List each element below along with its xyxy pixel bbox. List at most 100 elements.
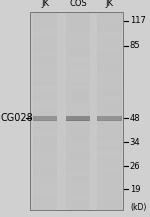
Bar <box>97 126 122 131</box>
Bar <box>66 17 90 22</box>
Bar <box>33 166 57 171</box>
Bar <box>97 67 122 72</box>
Bar <box>33 136 57 141</box>
Bar <box>97 81 122 86</box>
Bar <box>66 106 90 111</box>
Bar <box>97 47 122 52</box>
Bar <box>33 32 57 37</box>
Bar <box>66 156 90 161</box>
Bar <box>97 121 122 126</box>
Bar <box>66 171 90 176</box>
Bar <box>97 156 122 161</box>
Bar <box>33 106 57 111</box>
Bar <box>33 12 57 210</box>
Bar <box>33 116 57 120</box>
Bar <box>97 151 122 156</box>
Bar <box>97 191 122 196</box>
Bar <box>66 62 90 67</box>
Bar <box>97 91 122 96</box>
Bar <box>33 186 57 191</box>
Bar <box>97 12 122 17</box>
Bar <box>33 96 57 101</box>
Bar <box>66 121 90 126</box>
Bar <box>33 37 57 42</box>
Bar <box>33 81 57 86</box>
Bar <box>33 91 57 96</box>
Bar <box>66 42 90 47</box>
Bar <box>97 106 122 111</box>
Bar <box>33 161 57 166</box>
Bar <box>97 116 122 121</box>
Bar <box>66 76 90 81</box>
Bar <box>33 151 57 156</box>
Bar <box>66 205 90 210</box>
Bar <box>97 141 122 146</box>
Bar <box>33 176 57 181</box>
Bar <box>66 81 90 86</box>
Bar <box>97 37 122 42</box>
Bar <box>66 101 90 106</box>
Text: 48: 48 <box>130 114 140 123</box>
Bar <box>33 141 57 146</box>
Text: JK: JK <box>41 0 49 8</box>
Bar <box>66 116 90 121</box>
Bar <box>97 186 122 191</box>
Text: (kD): (kD) <box>130 203 147 212</box>
Bar <box>33 171 57 176</box>
Bar <box>33 131 57 136</box>
Bar <box>66 47 90 52</box>
Text: COS: COS <box>69 0 87 8</box>
Bar <box>97 196 122 201</box>
Bar <box>97 116 122 121</box>
Bar <box>97 146 122 151</box>
Bar <box>97 166 122 171</box>
Bar <box>66 22 90 27</box>
Bar <box>33 196 57 201</box>
Bar <box>97 57 122 62</box>
Text: CG028: CG028 <box>1 113 33 123</box>
Text: 19: 19 <box>130 185 140 194</box>
Bar <box>66 116 90 121</box>
Bar <box>97 111 122 116</box>
Bar <box>66 141 90 146</box>
Bar <box>66 181 90 186</box>
Bar <box>33 126 57 131</box>
Bar <box>97 96 122 101</box>
Bar <box>66 37 90 42</box>
Bar <box>33 47 57 52</box>
Bar <box>66 126 90 131</box>
Bar <box>33 42 57 47</box>
Bar <box>33 116 57 121</box>
Bar <box>33 146 57 151</box>
Bar <box>97 27 122 32</box>
Bar <box>30 12 123 210</box>
Text: JK: JK <box>105 0 114 8</box>
Bar <box>97 201 122 205</box>
Text: 26: 26 <box>130 161 140 171</box>
Bar <box>66 91 90 96</box>
Bar <box>97 17 122 22</box>
Text: 85: 85 <box>130 41 140 50</box>
Bar <box>97 136 122 141</box>
Bar <box>97 62 122 67</box>
Bar <box>66 191 90 196</box>
Bar <box>97 72 122 76</box>
Bar <box>33 67 57 72</box>
Bar <box>66 32 90 37</box>
Bar <box>66 176 90 181</box>
Bar <box>66 12 90 17</box>
Bar <box>33 62 57 67</box>
Bar <box>66 86 90 91</box>
Bar <box>66 186 90 191</box>
Bar <box>33 76 57 81</box>
Bar <box>97 76 122 81</box>
Bar <box>66 67 90 72</box>
Bar <box>33 101 57 106</box>
Bar <box>66 12 90 210</box>
Bar <box>66 146 90 151</box>
Bar <box>66 57 90 62</box>
Bar <box>33 121 57 126</box>
Bar <box>66 52 90 57</box>
Bar <box>33 156 57 161</box>
Bar <box>33 57 57 62</box>
